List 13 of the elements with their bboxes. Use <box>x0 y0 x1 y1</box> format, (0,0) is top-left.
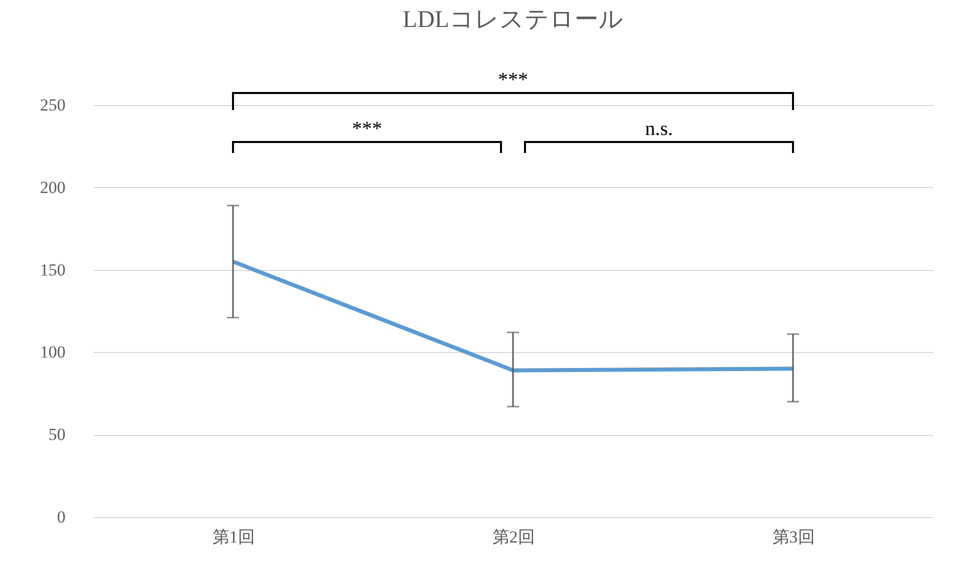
text: *** <box>498 69 528 91</box>
x-tick-label: 第2回 <box>492 528 535 546</box>
y-tick-label: 250 <box>40 96 66 114</box>
chart-title: LDLコレステロール <box>402 7 624 33</box>
x-tick-label: 第3回 <box>772 528 815 546</box>
y-tick-label: 150 <box>40 260 66 280</box>
annotation: *** <box>352 118 382 140</box>
x-tick-label: 第1回 <box>212 528 255 546</box>
y-tick-label: 100 <box>40 342 66 362</box>
annotation: n.s. <box>645 118 673 140</box>
y-tick-label: 200 <box>40 178 66 197</box>
y-tick-label: 50 <box>48 425 66 444</box>
y-tick-label: 0 <box>57 508 66 526</box>
